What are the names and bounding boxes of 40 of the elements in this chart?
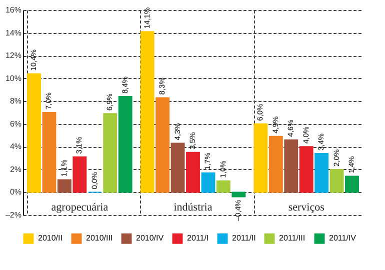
bar	[330, 168, 344, 193]
y-tick-label: 8%	[10, 96, 22, 106]
bar	[42, 112, 56, 193]
legend-label: 2010/III	[86, 234, 113, 243]
y-tick-label: 14%	[5, 28, 22, 38]
bar	[232, 192, 246, 198]
bar	[140, 31, 154, 193]
bar	[284, 139, 298, 193]
legend-label: 2011/IV	[329, 234, 357, 243]
bar	[254, 123, 268, 193]
bar	[118, 96, 132, 193]
y-tick-label: –2%	[5, 210, 22, 220]
bar	[345, 176, 359, 193]
legend-label: 2011/III	[279, 234, 306, 243]
legend-label: 2011/I	[187, 234, 209, 243]
bar	[57, 179, 72, 193]
bar	[299, 146, 314, 193]
x-tick-label: indústria	[174, 202, 212, 214]
y-tick-label: 4%	[10, 142, 22, 152]
x-tick-label: agropecuária	[51, 202, 108, 214]
bar	[72, 156, 87, 193]
bar	[170, 142, 185, 193]
x-tick-label: serviços	[288, 202, 324, 214]
bar	[314, 153, 329, 193]
bar	[186, 152, 200, 193]
bar	[268, 136, 283, 193]
y-tick-label: 6%	[10, 119, 22, 128]
y-tick-label: 2%	[10, 164, 22, 174]
y-tick-label: 0%	[10, 188, 22, 197]
bar	[156, 97, 170, 193]
bar	[103, 113, 118, 193]
y-tick-label: 16%	[5, 6, 22, 14]
bar	[201, 172, 216, 193]
bar	[27, 73, 41, 193]
bar	[216, 180, 230, 193]
legend-label: 2010/IV	[136, 234, 164, 243]
y-tick-label: 10%	[5, 74, 22, 83]
legend-label: 2010/II	[38, 234, 62, 243]
legend-label: 2011/II	[232, 234, 256, 243]
y-tick-label: 12%	[5, 51, 22, 60]
